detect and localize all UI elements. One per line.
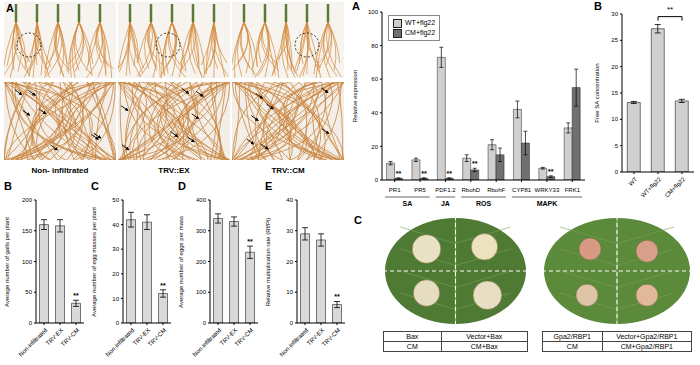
svg-text:WRKY33: WRKY33: [535, 187, 560, 193]
svg-text:**: **: [247, 238, 253, 245]
html-text:Gpa2/RBP1: Gpa2/RBP1: [553, 333, 591, 340]
html-text:CM: CM: [406, 343, 418, 350]
svg-text:60: 60: [371, 76, 378, 82]
svg-text:**: **: [73, 292, 79, 299]
svg-text:15: 15: [611, 90, 618, 96]
html-text:Average number of egg masses p: Average number of egg masses per plant: [91, 206, 97, 317]
svg-text:0: 0: [203, 320, 207, 326]
svg-text:Non-infiltrated: Non-infiltrated: [278, 327, 310, 358]
svg-text:10: 10: [611, 116, 618, 122]
svg-text:TRV-CM: TRV-CM: [234, 327, 254, 347]
svg-text:TRV-EX: TRV-EX: [218, 327, 239, 347]
svg-text:10: 10: [286, 289, 293, 295]
svg-text:CM+flg22: CM+flg22: [664, 176, 687, 199]
svg-text:RbohD: RbohD: [461, 187, 480, 193]
svg-text:TRV-EX: TRV-EX: [131, 327, 152, 347]
html-text:CM+Gpa2/RBP1: CM+Gpa2/RBP1: [620, 343, 673, 350]
svg-text:TRV-CM: TRV-CM: [60, 327, 80, 347]
svg-text:**: **: [396, 170, 402, 177]
html-text:E: E: [265, 180, 273, 192]
html-text:B: B: [4, 180, 12, 192]
html-text:Vector+Bax: Vector+Bax: [466, 333, 503, 340]
html-text:Free SA concentration: Free SA concentration: [594, 63, 600, 123]
svg-text:TRV-EX: TRV-EX: [44, 327, 65, 347]
html-text:A: A: [6, 2, 14, 14]
html-text:Relative multiplication rate (: Relative multiplication rate (Rf/Pi): [265, 217, 271, 306]
svg-text:ROS: ROS: [476, 200, 492, 207]
svg-text:WT+flg22: WT+flg22: [640, 176, 663, 199]
svg-text:40: 40: [371, 110, 378, 116]
svg-text:0: 0: [29, 320, 33, 326]
svg-text:**: **: [472, 160, 478, 167]
svg-text:0: 0: [290, 320, 294, 326]
svg-text:TRV-CM: TRV-CM: [321, 327, 341, 347]
svg-text:200: 200: [22, 197, 33, 203]
svg-text:**: **: [334, 293, 340, 300]
html-text:Average number of galls per pl: Average number of galls per plant: [4, 216, 10, 307]
svg-text:Non- infiltrated: Non- infiltrated: [32, 166, 89, 175]
html-text:D: D: [178, 180, 186, 192]
svg-text:400: 400: [196, 197, 207, 203]
svg-text:**: **: [421, 170, 427, 177]
svg-text:100: 100: [368, 9, 379, 15]
svg-text:Non-infiltrated: Non-infiltrated: [17, 327, 49, 358]
svg-text:FRK1: FRK1: [565, 187, 581, 193]
html-text:WT+flg22: WT+flg22: [405, 19, 436, 26]
svg-text:MAPK: MAPK: [537, 200, 558, 207]
svg-text:200: 200: [196, 259, 207, 265]
svg-text:30: 30: [112, 246, 119, 252]
svg-text:80: 80: [371, 43, 378, 49]
svg-text:PR1: PR1: [389, 187, 401, 193]
svg-text:30: 30: [611, 11, 618, 17]
svg-text:40: 40: [286, 197, 293, 203]
svg-text:RbohF: RbohF: [487, 187, 505, 193]
html-text:C: C: [354, 214, 362, 226]
svg-text:PR5: PR5: [414, 187, 426, 193]
svg-text:PDF1.2: PDF1.2: [435, 187, 456, 193]
svg-text:20: 20: [371, 144, 378, 150]
svg-text:50: 50: [112, 197, 119, 203]
svg-text:0: 0: [375, 177, 379, 183]
html-text:C: C: [91, 180, 99, 192]
svg-text:TRV::EX: TRV::EX: [158, 166, 190, 175]
svg-text:CYP81: CYP81: [512, 187, 532, 193]
svg-text:TRV-CM: TRV-CM: [147, 327, 167, 347]
svg-text:**: **: [667, 5, 673, 14]
svg-text:300: 300: [196, 228, 207, 234]
svg-text:40: 40: [112, 222, 119, 228]
svg-text:**: **: [160, 282, 166, 289]
html-text:CM: CM: [566, 343, 578, 350]
svg-text:Non-infiltrated: Non-infiltrated: [104, 327, 136, 358]
html-text:B: B: [594, 0, 602, 12]
svg-text:0: 0: [615, 169, 619, 175]
html-text:Bax: Bax: [406, 333, 419, 340]
svg-text:100: 100: [196, 289, 207, 295]
svg-text:20: 20: [112, 271, 119, 277]
svg-text:25: 25: [611, 37, 618, 43]
svg-text:100: 100: [22, 259, 33, 265]
svg-text:JA: JA: [441, 200, 450, 207]
svg-text:5: 5: [615, 143, 619, 149]
svg-text:20: 20: [611, 64, 618, 70]
html-text:A: A: [352, 0, 360, 12]
html-text:Relative expression: Relative expression: [352, 69, 358, 123]
svg-text:SA: SA: [403, 200, 413, 207]
svg-text:WT: WT: [627, 176, 638, 187]
svg-text:Non-infiltrated: Non-infiltrated: [191, 327, 223, 358]
svg-text:50: 50: [25, 289, 32, 295]
svg-text:**: **: [548, 168, 554, 175]
html-text:Vector+Gpa2/RBP1: Vector+Gpa2/RBP1: [616, 333, 678, 340]
svg-text:10: 10: [112, 296, 119, 302]
svg-text:150: 150: [22, 228, 33, 234]
svg-text:**: **: [447, 170, 453, 177]
svg-text:TRV::CM: TRV::CM: [271, 166, 305, 175]
html-text:Average number of eggs per mas: Average number of eggs per mass: [178, 215, 184, 308]
svg-text:TRV-EX: TRV-EX: [305, 327, 326, 347]
svg-text:0: 0: [116, 320, 120, 326]
svg-text:30: 30: [286, 228, 293, 234]
html-text:CM+flg22: CM+flg22: [405, 29, 436, 36]
html-text:CM+Bax: CM+Bax: [470, 343, 498, 350]
svg-text:20: 20: [286, 259, 293, 265]
